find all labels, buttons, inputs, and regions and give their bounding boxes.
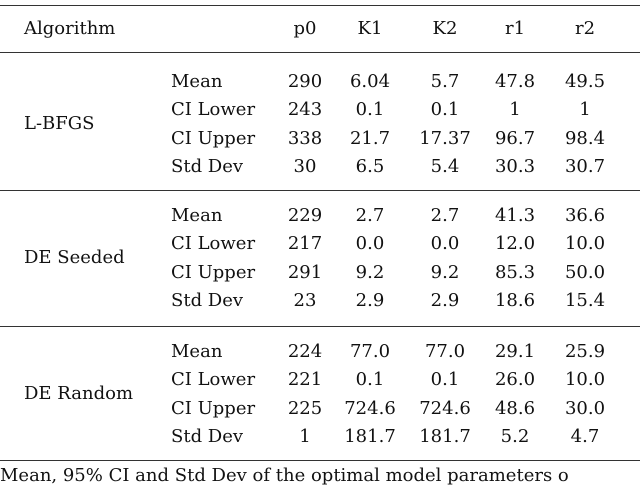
- value-cell: 98.4: [564, 127, 606, 149]
- stat-label: Std Dev: [171, 289, 244, 311]
- value-cell: 217: [287, 233, 323, 255]
- value-cell: 17.37: [419, 127, 471, 149]
- value-cell: 10.0: [564, 233, 606, 255]
- value-cell: 50.0: [564, 261, 606, 283]
- group-name: L-BFGS: [24, 113, 95, 134]
- value-cell: 30.0: [564, 397, 606, 419]
- value-cell: 5.7: [430, 71, 460, 92]
- value-cell: 0.1: [430, 99, 460, 121]
- header-cell: r1: [504, 18, 526, 39]
- stat-label: Mean: [171, 71, 223, 92]
- value-cell: 26.0: [494, 369, 536, 391]
- value-cell: 23: [293, 289, 317, 311]
- value-cell: 9.2: [355, 261, 385, 283]
- value-cell: 49.5: [564, 71, 606, 92]
- stat-label: CI Lower: [171, 233, 256, 255]
- caption: Mean, 95% CI and Std Dev of the optimal …: [0, 465, 569, 486]
- value-cell: 291: [287, 261, 323, 283]
- stat-label: Std Dev: [171, 425, 244, 447]
- value-cell: 2.9: [355, 289, 385, 311]
- value-cell: 30.7: [564, 155, 606, 177]
- stat-label: Std Dev: [171, 155, 244, 177]
- value-cell: 21.7: [349, 127, 391, 149]
- value-cell: 181.7: [344, 425, 396, 447]
- value-cell: 224: [287, 341, 323, 362]
- value-cell: 1: [579, 99, 591, 121]
- value-cell: 48.6: [494, 397, 536, 419]
- top-rule: [0, 5, 640, 6]
- value-cell: 0.0: [355, 233, 385, 255]
- value-cell: 77.0: [424, 341, 466, 362]
- value-cell: 0.1: [430, 369, 460, 391]
- stat-label: CI Upper: [171, 261, 256, 283]
- stat-label: CI Upper: [171, 397, 256, 419]
- header-rule: [0, 52, 640, 53]
- value-cell: 2.9: [430, 289, 460, 311]
- value-cell: 221: [287, 369, 323, 391]
- value-cell: 9.2: [430, 261, 460, 283]
- value-cell: 41.3: [494, 205, 536, 226]
- value-cell: 290: [287, 71, 323, 92]
- value-cell: 5.4: [430, 155, 460, 177]
- stat-label: CI Upper: [171, 127, 256, 149]
- header-cell: Algorithm: [24, 18, 116, 39]
- group-name: DE Seeded: [24, 247, 125, 268]
- value-cell: 0.1: [355, 369, 385, 391]
- value-cell: 30: [293, 155, 317, 177]
- group-rule: [0, 190, 640, 191]
- value-cell: 47.8: [494, 71, 536, 92]
- stat-label: CI Lower: [171, 99, 256, 121]
- value-cell: 1: [509, 99, 521, 121]
- value-cell: 181.7: [419, 425, 471, 447]
- value-cell: 5.2: [500, 425, 530, 447]
- value-cell: 6.5: [355, 155, 385, 177]
- value-cell: 229: [287, 205, 323, 226]
- value-cell: 10.0: [564, 369, 606, 391]
- value-cell: 724.6: [419, 397, 471, 419]
- stat-label: Mean: [171, 341, 223, 362]
- header-cell: r2: [574, 18, 596, 39]
- value-cell: 4.7: [570, 425, 600, 447]
- header-cell: p0: [293, 18, 317, 39]
- value-cell: 338: [287, 127, 323, 149]
- value-cell: 15.4: [564, 289, 606, 311]
- value-cell: 1: [299, 425, 311, 447]
- value-cell: 12.0: [494, 233, 536, 255]
- header-cell: K2: [432, 18, 458, 39]
- value-cell: 6.04: [349, 71, 391, 92]
- value-cell: 243: [287, 99, 323, 121]
- value-cell: 225: [287, 397, 323, 419]
- value-cell: 36.6: [564, 205, 606, 226]
- stat-label: CI Lower: [171, 369, 256, 391]
- value-cell: 18.6: [494, 289, 536, 311]
- stat-label: Mean: [171, 205, 223, 226]
- value-cell: 30.3: [494, 155, 536, 177]
- value-cell: 25.9: [564, 341, 606, 362]
- value-cell: 77.0: [349, 341, 391, 362]
- bottom-rule: [0, 460, 640, 461]
- value-cell: 29.1: [494, 341, 536, 362]
- header-cell: K1: [357, 18, 383, 39]
- value-cell: 96.7: [494, 127, 536, 149]
- value-cell: 724.6: [344, 397, 396, 419]
- value-cell: 2.7: [430, 205, 460, 226]
- value-cell: 0.1: [355, 99, 385, 121]
- group-name: DE Random: [24, 383, 134, 404]
- value-cell: 2.7: [355, 205, 385, 226]
- value-cell: 85.3: [494, 261, 536, 283]
- group-rule: [0, 326, 640, 327]
- value-cell: 0.0: [430, 233, 460, 255]
